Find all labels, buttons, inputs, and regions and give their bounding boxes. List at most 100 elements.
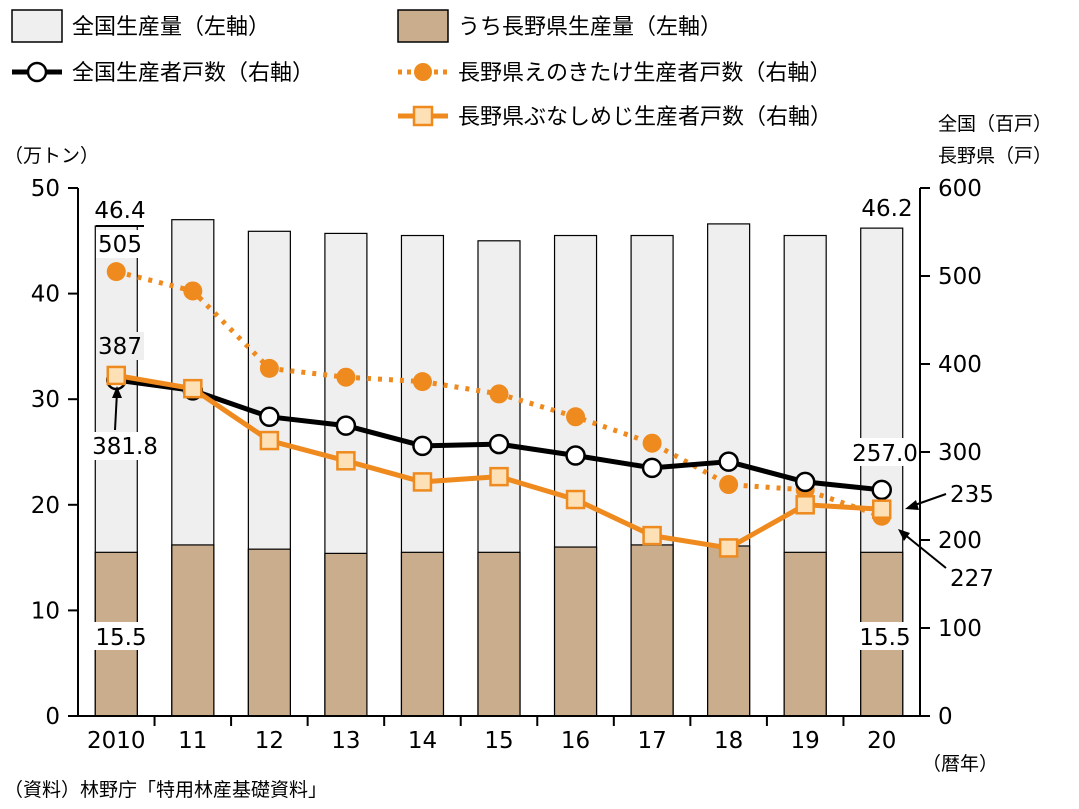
- annotation-235: 235: [950, 482, 994, 508]
- bunashimeji-point-19: [795, 495, 815, 515]
- national-households-point-20: [871, 479, 892, 501]
- bunashimeji-point-13: [336, 451, 356, 471]
- national-households-point-19: [794, 471, 816, 493]
- line-national-households: [106, 369, 892, 501]
- x-tick-label-18: 18: [714, 728, 743, 754]
- bunashimeji-point-2010: [106, 365, 127, 386]
- legend-item-national-households: 全国生産者戸数（右軸）: [12, 61, 314, 86]
- x-tick-label-13: 13: [331, 728, 360, 754]
- legend-item-nagano-production: うち長野県生産量（左軸）: [397, 9, 722, 43]
- legend-item-enokitake-households: 長野県えのきたけ生産者戸数（右軸）: [398, 61, 831, 86]
- x-tick-label-11: 11: [178, 728, 207, 754]
- annotation-505: 505: [98, 232, 142, 258]
- right-tick-label-100: 100: [938, 616, 982, 642]
- enokitake-point-12: [259, 358, 279, 378]
- x-axis-ticks: 2010 11 12 13 14 15 16 17 18 19 20: [87, 716, 896, 754]
- enokitake-point-2010: [106, 262, 126, 282]
- bar-nagano-12: [247, 548, 291, 717]
- annotation-227: 227: [950, 566, 994, 592]
- enokitake-point-14: [412, 372, 432, 392]
- bar-nagano-14: [400, 551, 445, 717]
- bunashimeji-point-18: [718, 538, 739, 558]
- annotation-15-5-right: 15.5: [859, 625, 910, 651]
- annotation-387: 387: [98, 334, 142, 360]
- legend-item-bunashimeji-households: 長野県ぶなしめじ生産者戸数（右軸）: [398, 105, 832, 130]
- enokitake-point-16: [566, 407, 586, 427]
- national-households-point-18: [718, 451, 739, 472]
- annotation-257-0: 257.0: [852, 441, 918, 467]
- right-axis-unit-line2: 長野県（戸）: [938, 145, 1052, 167]
- bars-nagano-production: [94, 544, 904, 717]
- left-tick-label-20: 20: [31, 493, 60, 519]
- legend-label-bunashimeji-households: 長野県ぶなしめじ生産者戸数（右軸）: [458, 105, 832, 130]
- annotation-bg-46-4: [96, 194, 144, 224]
- legend-label-enokitake-households: 長野県えのきたけ生産者戸数（右軸）: [458, 61, 831, 86]
- annotation-arrowhead-381-8: [112, 386, 122, 398]
- legend-label-nagano-production: うち長野県生産量（左軸）: [458, 15, 722, 40]
- legend-swatch-nagano-production: [397, 9, 449, 43]
- x-axis-label: （暦年）: [922, 753, 998, 775]
- left-tick-label-30: 30: [31, 387, 60, 413]
- enokitake-point-18: [719, 475, 739, 495]
- bar-nagano-18: [707, 545, 751, 717]
- bar-nagano-13: [324, 552, 368, 717]
- legend-item-national-production: 全国生産量（左軸）: [11, 9, 270, 43]
- annotations: 46.4 505 387 381.8 15.5 46.2 257.0 235 2…: [88, 194, 994, 651]
- right-tick-label-0: 0: [938, 704, 953, 730]
- annotation-arrowhead-235: [905, 500, 919, 510]
- national-households-point-13: [335, 415, 357, 436]
- bunashimeji-point-16: [565, 489, 586, 510]
- annotation-46-2: 46.2: [861, 196, 912, 222]
- national-households-point-15: [488, 433, 510, 455]
- annotation-15-5-left: 15.5: [95, 625, 146, 651]
- annotation-bg-381-8: [88, 432, 162, 460]
- left-tick-label-40: 40: [31, 282, 60, 308]
- x-tick-label-15: 15: [484, 728, 513, 754]
- national-households-point-17: [641, 457, 663, 479]
- bar-nagano-11: [171, 544, 215, 717]
- bar-nagano-16: [553, 546, 598, 717]
- x-tick-label-20: 20: [867, 728, 896, 754]
- right-tick-label-200: 200: [938, 528, 982, 554]
- national-households-point-12: [259, 406, 280, 428]
- x-tick-label-16: 16: [561, 728, 590, 754]
- legend: 全国生産量（左軸） うち長野県生産量（左軸） 全国生産者戸数（右軸） 長野県えの…: [11, 9, 832, 130]
- annotation-bg-46-2: [860, 194, 914, 222]
- right-axis-unit-line1: 全国（百戸）: [938, 113, 1052, 135]
- right-tick-label-400: 400: [938, 352, 982, 378]
- annotation-381-8: 381.8: [92, 434, 158, 460]
- right-tick-label-500: 500: [938, 264, 982, 290]
- bunashimeji-point-14: [412, 472, 433, 492]
- legend-marker-national-households: [26, 61, 48, 83]
- left-tick-label-10: 10: [31, 598, 60, 624]
- annotation-46-4: 46.4: [94, 198, 145, 224]
- bunashimeji-point-15: [489, 466, 509, 487]
- x-tick-label-19: 19: [791, 728, 820, 754]
- bar-nagano-17: [630, 544, 674, 717]
- legend-label-national-households: 全国生産者戸数（右軸）: [72, 61, 314, 86]
- national-households-point-14: [412, 435, 433, 457]
- source-note: （資料）林野庁「特用林産基礎資料」: [4, 779, 327, 801]
- enokitake-point-17: [642, 433, 662, 453]
- line-bunashimeji-households: [106, 365, 892, 558]
- legend-marker-enokitake-households: [414, 63, 432, 81]
- enokitake-point-11: [183, 281, 203, 301]
- left-axis-unit: （万トン）: [4, 145, 99, 167]
- bunashimeji-point-11: [183, 378, 203, 399]
- national-households-point-16: [565, 445, 586, 466]
- left-axis-ticks: 0 10 20 30 40 50: [31, 176, 78, 730]
- legend-label-national-production: 全国生産量（左軸）: [72, 15, 270, 40]
- right-axis-ticks: 0 100 200 300 400 500 600: [920, 176, 982, 730]
- enokitake-point-13: [336, 367, 356, 387]
- annotation-bg-387: [96, 332, 144, 360]
- x-tick-label-17: 17: [637, 728, 666, 754]
- annotation-bg-15-5-right: [858, 622, 912, 650]
- enokitake-point-15: [489, 384, 509, 404]
- x-tick-label-14: 14: [408, 728, 437, 754]
- annotation-arrow-235: [911, 493, 947, 507]
- right-tick-label-300: 300: [938, 440, 982, 466]
- right-tick-label-600: 600: [938, 176, 982, 202]
- bunashimeji-point-17: [642, 525, 662, 546]
- bar-nagano-15: [477, 551, 521, 717]
- left-tick-label-50: 50: [31, 176, 60, 202]
